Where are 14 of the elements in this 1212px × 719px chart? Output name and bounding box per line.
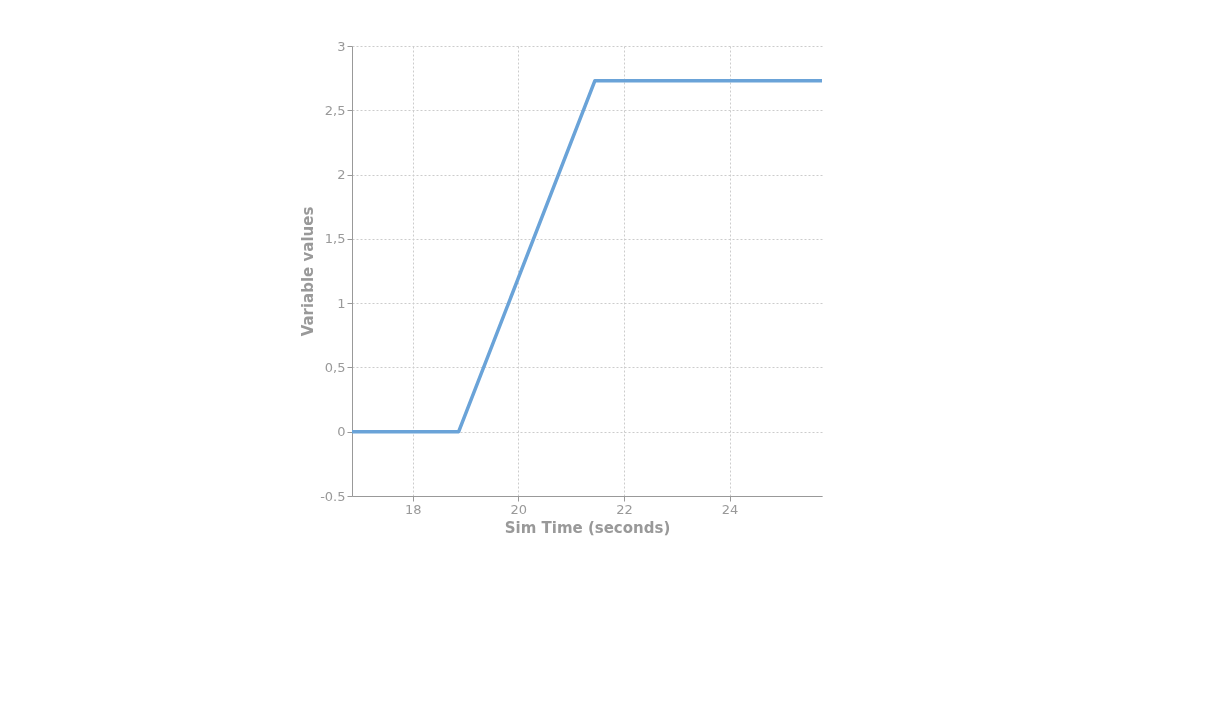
y-tick-label: -0.5 (320, 488, 346, 504)
y-tick-label: 0 (337, 424, 346, 440)
y-axis-title: Variable values (299, 206, 318, 337)
y-tick-label: 0,5 (324, 359, 346, 375)
x-tick-label: 20 (510, 501, 528, 517)
x-axis-title: Sim Time (seconds) (504, 518, 671, 537)
x-tick-label: 22 (616, 501, 633, 517)
y-tick-label: 3 (337, 38, 346, 54)
y-tick-label: 1 (337, 295, 346, 311)
x-tick-label: 24 (721, 501, 739, 517)
y-tick-label: 1,5 (324, 231, 346, 247)
x-tick-label: 18 (404, 501, 422, 517)
y-tick-label: 2 (337, 167, 346, 183)
y-tick-label: 2,5 (324, 102, 346, 118)
